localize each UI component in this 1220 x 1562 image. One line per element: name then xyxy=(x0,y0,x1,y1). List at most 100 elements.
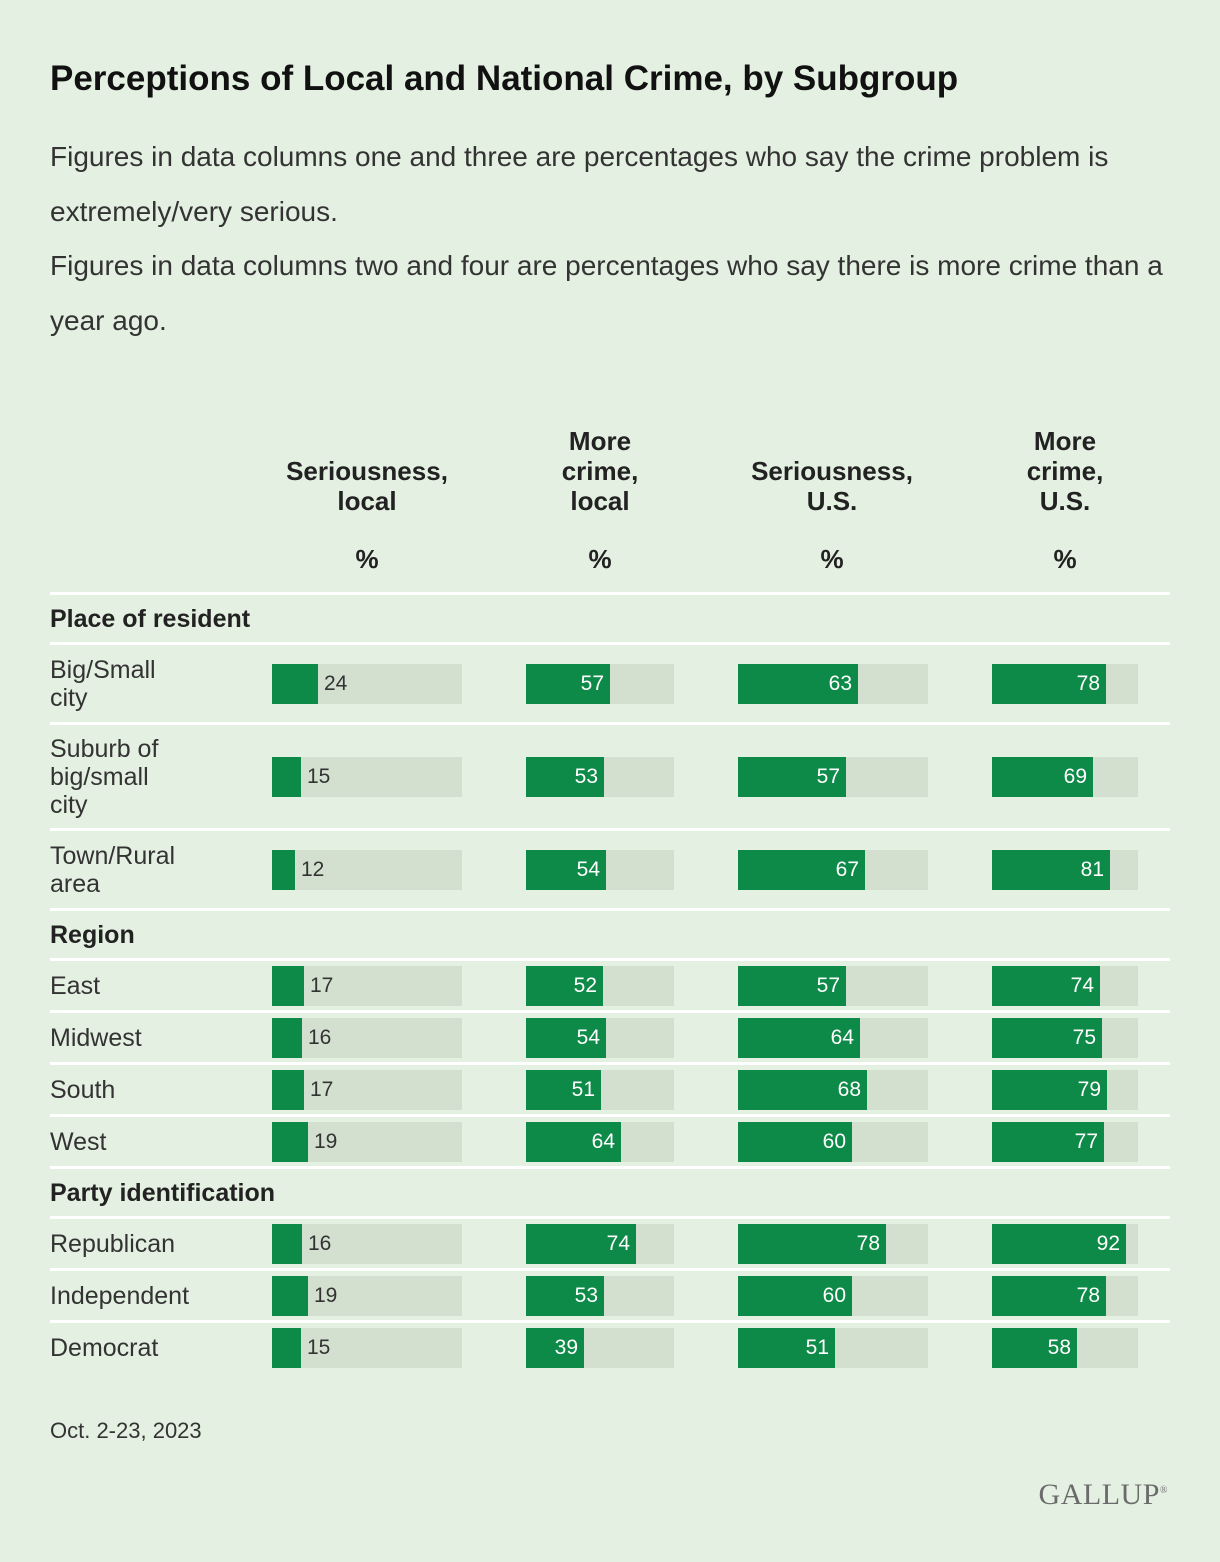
bar xyxy=(526,849,606,890)
bar xyxy=(526,1069,601,1110)
bar xyxy=(992,663,1106,704)
bar xyxy=(738,965,846,1006)
bar-track: 92 xyxy=(992,1223,1138,1264)
row-label-line: East xyxy=(50,971,101,1000)
column-header-ser_us: Seriousness, U.S. xyxy=(722,400,942,516)
bar xyxy=(526,1223,636,1264)
bar-track: 64 xyxy=(738,1017,928,1058)
bar-track: 19 xyxy=(272,1121,462,1162)
bar-track: 78 xyxy=(992,663,1138,704)
row-label: Independent xyxy=(50,1282,250,1310)
row-label-line: city xyxy=(50,683,88,712)
bar xyxy=(738,1121,852,1162)
bar xyxy=(526,663,610,704)
bar-track: 67 xyxy=(738,849,928,890)
bar xyxy=(526,1121,621,1162)
subtitle-line-2: Figures in data columns two and four are… xyxy=(50,250,1163,336)
bar-value: 51 xyxy=(571,1077,595,1101)
row-divider xyxy=(50,828,1170,831)
bar xyxy=(526,1017,606,1058)
bar-track: 74 xyxy=(526,1223,674,1264)
bar xyxy=(272,849,295,890)
row-divider xyxy=(50,722,1170,725)
bar-value: 68 xyxy=(837,1077,861,1101)
bar-track: 75 xyxy=(992,1017,1138,1058)
bar-value: 19 xyxy=(314,1129,338,1153)
column-header-text: More crime, local xyxy=(562,426,639,516)
bar xyxy=(272,1017,302,1058)
bar-value: 52 xyxy=(573,973,597,997)
row-divider xyxy=(50,1166,1170,1169)
bar-value: 51 xyxy=(805,1335,829,1359)
bar xyxy=(992,1327,1077,1368)
row-divider xyxy=(50,1268,1170,1271)
bar-track: 64 xyxy=(526,1121,674,1162)
bar-value: 17 xyxy=(310,973,334,997)
bar-track: 39 xyxy=(526,1327,674,1368)
section-label: Place of resident xyxy=(50,605,251,633)
bar xyxy=(272,965,304,1006)
bar-track: 60 xyxy=(738,1121,928,1162)
bar-value: 60 xyxy=(822,1129,846,1153)
bar-track: 17 xyxy=(272,1069,462,1110)
bar-track: 69 xyxy=(992,756,1138,797)
bar xyxy=(272,1069,304,1110)
row-label-line: big/small xyxy=(50,762,149,791)
bar-track: 53 xyxy=(526,756,674,797)
bar-value: 16 xyxy=(308,1025,332,1049)
bar-track: 57 xyxy=(738,965,928,1006)
bar xyxy=(272,756,301,797)
bar-value: 64 xyxy=(830,1025,854,1049)
bar-value: 19 xyxy=(314,1283,338,1307)
bar-track: 15 xyxy=(272,756,462,797)
bar-value: 63 xyxy=(828,671,852,695)
row-divider xyxy=(50,1320,1170,1323)
row-label: Suburb of big/small city xyxy=(50,735,250,819)
row-label-line: Suburb of xyxy=(50,734,159,763)
column-header-line: More xyxy=(568,426,632,456)
row-divider xyxy=(50,908,1170,911)
row-divider xyxy=(50,1216,1170,1219)
row-label-line: Town/Rural xyxy=(50,841,176,870)
survey-date: Oct. 2-23, 2023 xyxy=(50,1418,202,1443)
bar-track: 15 xyxy=(272,1327,462,1368)
bar xyxy=(992,756,1093,797)
bar xyxy=(272,1121,308,1162)
row-label: Midwest xyxy=(50,1024,250,1052)
bar-value: 57 xyxy=(816,973,840,997)
row-divider xyxy=(50,958,1170,961)
bar xyxy=(526,1327,584,1368)
row-label: West xyxy=(50,1128,250,1156)
bar xyxy=(526,965,603,1006)
bar-track: 16 xyxy=(272,1017,462,1058)
bar xyxy=(272,663,318,704)
bar-track: 74 xyxy=(992,965,1138,1006)
bar-value: 58 xyxy=(1047,1335,1071,1359)
bar-track: 17 xyxy=(272,965,462,1006)
bar-track: 81 xyxy=(992,849,1138,890)
bar xyxy=(738,1327,835,1368)
bar-track: 57 xyxy=(526,663,674,704)
column-unit-more_local: % xyxy=(588,544,612,574)
column-header-text: Seriousness, local xyxy=(286,456,448,516)
bar-value: 67 xyxy=(835,857,859,881)
bar-track: 52 xyxy=(526,965,674,1006)
gallup-logo: GALLUP® xyxy=(1038,1478,1168,1511)
bar-value: 60 xyxy=(822,1283,846,1307)
row-label-line: Midwest xyxy=(50,1023,142,1052)
bar xyxy=(738,756,846,797)
bar-value: 15 xyxy=(307,1335,331,1359)
column-header-more_local: More crime, local xyxy=(490,400,710,516)
bar-value: 78 xyxy=(1076,1283,1100,1307)
bar-value: 78 xyxy=(1076,671,1100,695)
bar-track: 51 xyxy=(526,1069,674,1110)
section-label: Party identification xyxy=(50,1179,276,1207)
bar-track: 12 xyxy=(272,849,462,890)
row-divider xyxy=(50,1010,1170,1013)
bar-track: 54 xyxy=(526,849,674,890)
bar xyxy=(738,1017,860,1058)
column-header-line: Seriousness, xyxy=(286,456,448,486)
bar-track: 68 xyxy=(738,1069,928,1110)
bar-track: 77 xyxy=(992,1121,1138,1162)
bar-track: 60 xyxy=(738,1275,928,1316)
